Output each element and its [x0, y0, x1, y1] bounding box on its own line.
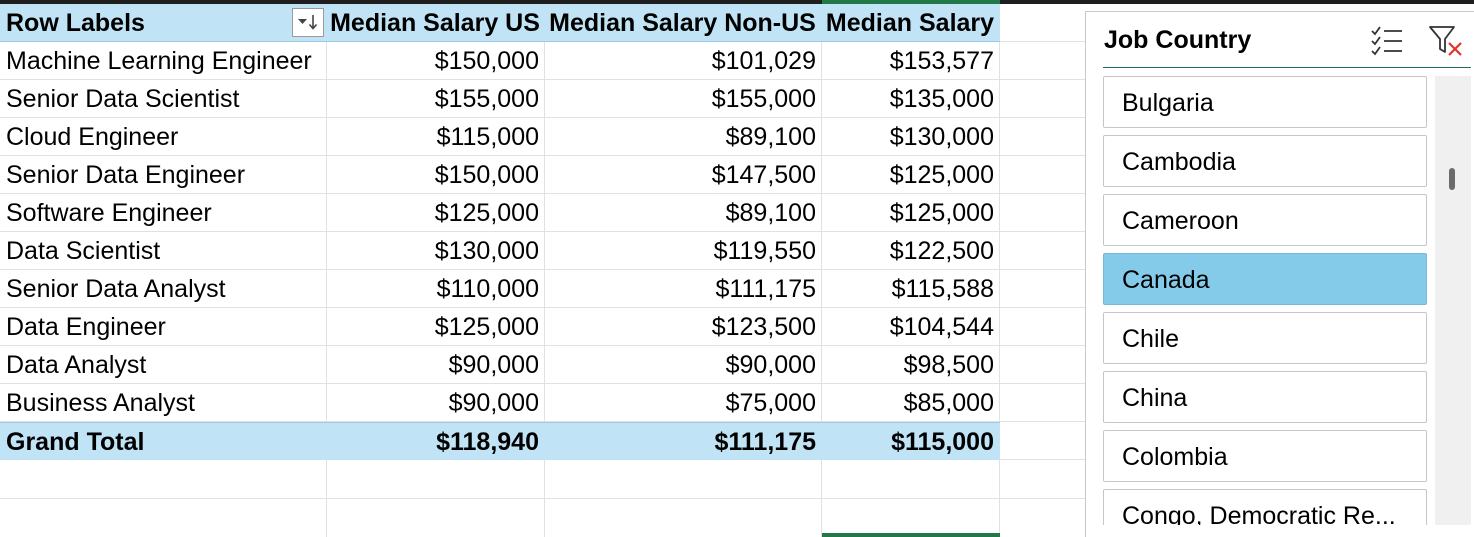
row-labels-header-text: Row Labels — [6, 8, 145, 37]
median-salary-header[interactable]: Median Salary — [825, 8, 995, 37]
grand-total-us[interactable]: $118,940 — [436, 427, 539, 456]
non-us-value[interactable]: $123,500 — [711, 313, 816, 341]
overall-value[interactable]: $98,500 — [903, 351, 994, 379]
grid-row-line — [0, 421, 1085, 422]
grid-row-line — [0, 383, 1085, 384]
row-label[interactable]: Data Scientist — [6, 237, 161, 265]
grid-row-line — [0, 498, 1085, 499]
table-row[interactable]: Senior Data Analyst $110,000 $111,175 $1… — [0, 270, 1000, 308]
non-us-value[interactable]: $101,029 — [711, 47, 816, 75]
table-row[interactable]: Senior Data Scientist $155,000 $155,000 … — [0, 80, 1000, 118]
table-row[interactable]: Business Analyst $90,000 $75,000 $85,000 — [0, 384, 1000, 422]
overall-value[interactable]: $153,577 — [889, 47, 994, 75]
row-labels-header[interactable]: Row Labels — [0, 4, 326, 42]
table-row[interactable]: Senior Data Engineer $150,000 $147,500 $… — [0, 156, 1000, 194]
grid-row-line — [0, 231, 1085, 232]
table-row[interactable]: Data Engineer $125,000 $123,500 $104,544 — [0, 308, 1000, 346]
grid-column-line — [544, 4, 545, 537]
table-row[interactable]: Data Analyst $90,000 $90,000 $98,500 — [0, 346, 1000, 384]
grid-column-line — [821, 4, 822, 537]
us-value[interactable]: $110,000 — [436, 275, 539, 303]
grid-row-line — [0, 155, 1085, 156]
slicer-title: Job Country — [1104, 26, 1252, 54]
non-us-value[interactable]: $119,550 — [713, 237, 816, 265]
non-us-value[interactable]: $111,175 — [715, 275, 816, 303]
us-value[interactable]: $115,000 — [436, 123, 539, 151]
slicer-item[interactable]: Colombia — [1103, 430, 1427, 482]
row-label[interactable]: Senior Data Engineer — [6, 161, 246, 189]
non-us-value[interactable]: $89,100 — [725, 199, 816, 227]
active-cell-top-edge — [822, 0, 1000, 4]
non-us-value[interactable]: $147,500 — [711, 161, 816, 189]
grid-row-line — [0, 307, 1085, 308]
table-row[interactable]: Machine Learning Engineer $150,000 $101,… — [0, 42, 1000, 80]
us-value[interactable]: $155,000 — [434, 85, 539, 113]
non-us-value[interactable]: $89,100 — [725, 123, 816, 151]
slicer-item[interactable]: Congo, Democratic Re... — [1103, 489, 1427, 525]
us-value[interactable]: $125,000 — [434, 199, 539, 227]
non-us-value[interactable]: $75,000 — [725, 389, 816, 417]
scrollbar-thumb[interactable] — [1449, 168, 1455, 190]
grid-column-line — [999, 4, 1000, 537]
grand-total-overall[interactable]: $115,000 — [891, 427, 994, 456]
row-label[interactable]: Senior Data Scientist — [6, 85, 240, 113]
overall-value[interactable]: $125,000 — [889, 199, 994, 227]
multi-select-icon[interactable] — [1370, 24, 1404, 56]
window-top-edge — [0, 0, 1474, 4]
row-label[interactable]: Machine Learning Engineer — [6, 47, 312, 75]
us-value[interactable]: $150,000 — [434, 47, 539, 75]
grid-column-line — [326, 4, 327, 537]
median-salary-non-us-header[interactable]: Median Salary Non-US — [549, 8, 816, 37]
slicer-header-divider — [1103, 67, 1471, 68]
grand-total-row[interactable]: Grand Total $118,940 $111,175 $115,000 — [0, 422, 1000, 460]
row-label[interactable]: Cloud Engineer — [6, 123, 179, 151]
median-salary-us-header[interactable]: Median Salary US — [330, 8, 540, 37]
grid-row-line — [0, 269, 1085, 270]
us-value[interactable]: $150,000 — [434, 161, 539, 189]
non-us-value[interactable]: $90,000 — [725, 351, 816, 379]
table-row[interactable]: Software Engineer $125,000 $89,100 $125,… — [0, 194, 1000, 232]
slicer-item-list: Bulgaria Cambodia Cameroon Canada Chile … — [1103, 76, 1429, 525]
overall-value[interactable]: $122,500 — [889, 237, 994, 265]
grid-row-line — [0, 345, 1085, 346]
us-value[interactable]: $90,000 — [448, 389, 539, 417]
sort-descending-filter-icon[interactable] — [292, 7, 324, 37]
job-country-slicer[interactable]: Job Country Bulgaria Cambodia Cameroon C… — [1085, 11, 1474, 537]
pivot-table[interactable]: Row Labels Median Salary US Median Salar… — [0, 4, 1000, 460]
grand-total-non-us[interactable]: $111,175 — [714, 427, 816, 456]
overall-value[interactable]: $130,000 — [889, 123, 994, 151]
row-label[interactable]: Data Analyst — [6, 351, 147, 379]
slicer-item[interactable]: Chile — [1103, 312, 1427, 364]
grid-row-line — [0, 117, 1085, 118]
overall-value[interactable]: $125,000 — [889, 161, 994, 189]
overall-value[interactable]: $135,000 — [889, 85, 994, 113]
overall-value[interactable]: $115,588 — [891, 275, 994, 303]
slicer-item-selected[interactable]: Canada — [1103, 253, 1427, 305]
clear-filter-icon[interactable] — [1428, 24, 1464, 58]
grand-total-label[interactable]: Grand Total — [6, 427, 145, 456]
row-label[interactable]: Senior Data Analyst — [6, 275, 226, 303]
grid-row-line — [0, 193, 1085, 194]
slicer-item[interactable]: Cambodia — [1103, 135, 1427, 187]
row-label[interactable]: Data Engineer — [6, 313, 166, 341]
grid-row-line — [0, 79, 1085, 80]
slicer-item[interactable]: China — [1103, 371, 1427, 423]
pivot-header-row: Row Labels Median Salary US Median Salar… — [0, 4, 1000, 42]
table-row[interactable]: Cloud Engineer $115,000 $89,100 $130,000 — [0, 118, 1000, 156]
non-us-value[interactable]: $155,000 — [711, 85, 816, 113]
row-label[interactable]: Software Engineer — [6, 199, 212, 227]
slicer-item[interactable]: Cameroon — [1103, 194, 1427, 246]
slicer-item[interactable]: Bulgaria — [1103, 76, 1427, 128]
overall-value[interactable]: $85,000 — [903, 389, 994, 417]
slicer-scrollbar[interactable] — [1435, 76, 1471, 525]
us-value[interactable]: $125,000 — [434, 313, 539, 341]
us-value[interactable]: $130,000 — [434, 237, 539, 265]
table-row[interactable]: Data Scientist $130,000 $119,550 $122,50… — [0, 232, 1000, 270]
us-value[interactable]: $90,000 — [448, 351, 539, 379]
active-cell-bottom-edge — [822, 533, 1000, 537]
row-label[interactable]: Business Analyst — [6, 389, 195, 417]
overall-value[interactable]: $104,544 — [889, 313, 994, 341]
